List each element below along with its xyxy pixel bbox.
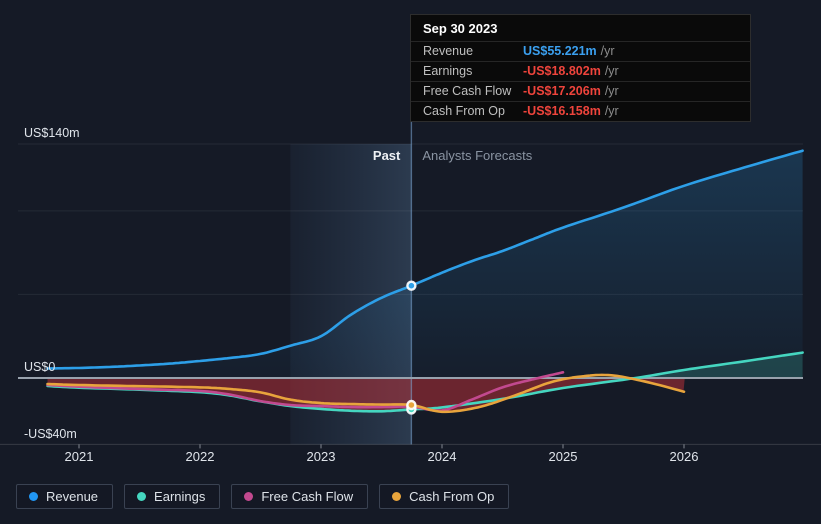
x-axis-label: 2026 [670, 449, 699, 464]
tooltip-row-free-cash-flow: Free Cash Flow -US$17.206m/yr [411, 81, 750, 101]
tooltip-value: -US$16.158m/yr [523, 104, 619, 118]
tooltip-label: Cash From Op [423, 104, 505, 118]
y-axis-label: US$0 [24, 360, 55, 374]
x-axis-label: 2024 [428, 449, 457, 464]
legend-label: Free Cash Flow [261, 489, 354, 504]
legend-item-earnings[interactable]: Earnings [124, 484, 221, 509]
free-cash-flow-dot-icon [244, 492, 254, 501]
series-line-cash-from-op [46, 373, 686, 414]
legend-item-revenue[interactable]: Revenue [16, 484, 114, 509]
chart-canvas[interactable]: US$140m US$0 -US$40m 2021 2022 2023 2024 2025 20… [0, 0, 821, 470]
tooltip-value: US$55.221m/yr [523, 44, 615, 58]
past-label: Past [373, 148, 401, 163]
negative-area-fill [47, 378, 802, 412]
tooltip-date: Sep 30 2023 [423, 21, 498, 36]
tooltip-value: -US$17.206m/yr [523, 84, 619, 98]
tooltip-label: Free Cash Flow [423, 84, 512, 98]
tooltip-row-cash-from-op: Cash From Op -US$16.158m/yr [411, 101, 750, 121]
legend-label: Revenue [46, 489, 99, 504]
y-axis-label: -US$40m [24, 427, 77, 441]
earnings-dot-icon [137, 492, 147, 501]
x-axis-label: 2025 [549, 449, 578, 464]
tooltip-value: -US$18.802m/yr [523, 64, 619, 78]
positive-earnings-fill [47, 352, 803, 378]
tooltip-row-revenue: Revenue US$55.221m/yr [411, 41, 750, 61]
series-line-revenue [46, 149, 804, 370]
legend: Revenue Earnings Free Cash Flow Cash Fro… [16, 484, 510, 509]
series-line-free-cash-flow [46, 371, 565, 412]
analysts-forecasts-label: Analysts Forecasts [422, 148, 532, 163]
cash-from-op-dot-icon [392, 492, 402, 501]
marker-cash-from-op[interactable] [406, 399, 417, 411]
legend-item-cash-from-op[interactable]: Cash From Op [379, 484, 510, 509]
legend-item-free-cash-flow[interactable]: Free Cash Flow [231, 484, 369, 509]
revenue-dot-icon [29, 492, 38, 501]
x-axis-label: 2023 [307, 449, 336, 464]
tooltip-row-earnings: Earnings -US$18.802m/yr [411, 61, 750, 81]
tooltip-label: Earnings [423, 64, 473, 78]
tooltip: Sep 30 2023 Revenue US$55.221m/yr Earnin… [410, 14, 751, 122]
y-axis-label: US$140m [24, 126, 80, 140]
legend-label: Earnings [154, 489, 206, 504]
marker-revenue[interactable] [406, 280, 417, 291]
revenue-area-fill [47, 150, 803, 378]
legend-label: Cash From Op [409, 489, 495, 504]
x-axis-label: 2022 [186, 449, 215, 464]
x-axis-label: 2021 [65, 449, 94, 464]
tooltip-label: Revenue [423, 44, 474, 58]
